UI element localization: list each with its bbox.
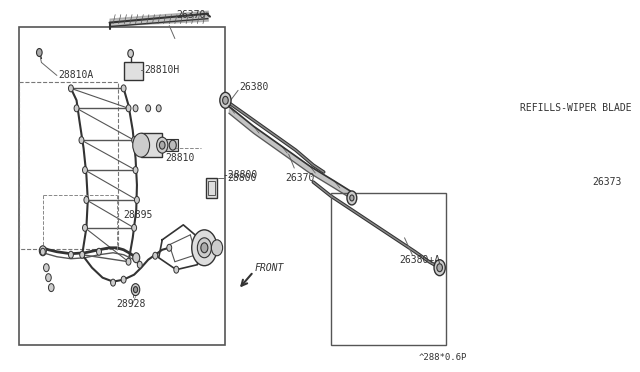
Circle shape [40, 248, 45, 255]
Text: 26370: 26370 [285, 173, 314, 183]
Circle shape [197, 238, 211, 258]
Circle shape [111, 279, 116, 286]
Circle shape [80, 251, 84, 258]
Bar [141, 133, 162, 157]
Circle shape [132, 253, 140, 263]
Text: 26370: 26370 [176, 10, 205, 20]
Text: ^288*0.6P: ^288*0.6P [419, 353, 467, 362]
Text: 26380: 26380 [239, 82, 269, 92]
Circle shape [83, 167, 88, 174]
Text: 28800: 28800 [227, 173, 256, 183]
Text: 28895: 28895 [124, 210, 153, 220]
Circle shape [153, 252, 157, 259]
Circle shape [167, 244, 172, 251]
Circle shape [223, 96, 228, 104]
Text: 26380+A: 26380+A [399, 255, 441, 265]
Bar [208, 181, 215, 195]
Circle shape [201, 243, 208, 253]
Circle shape [437, 264, 442, 272]
Circle shape [79, 137, 84, 144]
Circle shape [83, 224, 88, 231]
Text: FRONT: FRONT [255, 263, 284, 273]
Circle shape [192, 230, 217, 266]
Circle shape [74, 105, 79, 112]
Circle shape [349, 195, 354, 201]
Bar [124, 62, 143, 80]
Bar [166, 139, 179, 151]
Circle shape [131, 283, 140, 296]
Circle shape [133, 105, 138, 112]
Text: 28810A: 28810A [58, 70, 93, 80]
Circle shape [97, 248, 102, 255]
Circle shape [36, 48, 42, 57]
Text: REFILLS-WIPER BLADE: REFILLS-WIPER BLADE [520, 103, 632, 113]
Text: -28800: -28800 [222, 170, 257, 180]
Circle shape [169, 140, 176, 150]
Circle shape [134, 196, 140, 203]
Bar [19, 82, 118, 249]
Circle shape [132, 224, 136, 231]
Text: 28810H: 28810H [145, 65, 180, 76]
Circle shape [220, 92, 231, 108]
Circle shape [45, 274, 51, 282]
Circle shape [434, 260, 445, 276]
Circle shape [121, 276, 126, 283]
Circle shape [347, 191, 356, 205]
Circle shape [156, 105, 161, 112]
Text: 26373: 26373 [593, 177, 622, 187]
Text: 28928: 28928 [116, 299, 146, 308]
Text: 28810: 28810 [166, 153, 195, 163]
Circle shape [84, 196, 89, 203]
Circle shape [132, 137, 136, 144]
Circle shape [68, 85, 74, 92]
Circle shape [138, 261, 142, 268]
Circle shape [128, 49, 133, 58]
Bar [331, 193, 445, 345]
Bar [19, 27, 225, 345]
Bar [206, 178, 217, 198]
Circle shape [159, 141, 165, 149]
Circle shape [49, 283, 54, 292]
Circle shape [68, 251, 74, 258]
Circle shape [126, 258, 131, 265]
Circle shape [133, 286, 138, 293]
Circle shape [174, 266, 179, 273]
Circle shape [121, 85, 126, 92]
Circle shape [133, 167, 138, 174]
Circle shape [39, 246, 46, 256]
Circle shape [126, 105, 131, 112]
Circle shape [132, 133, 150, 157]
Circle shape [146, 105, 150, 112]
Circle shape [44, 264, 49, 272]
Circle shape [157, 137, 168, 153]
Circle shape [211, 240, 223, 256]
